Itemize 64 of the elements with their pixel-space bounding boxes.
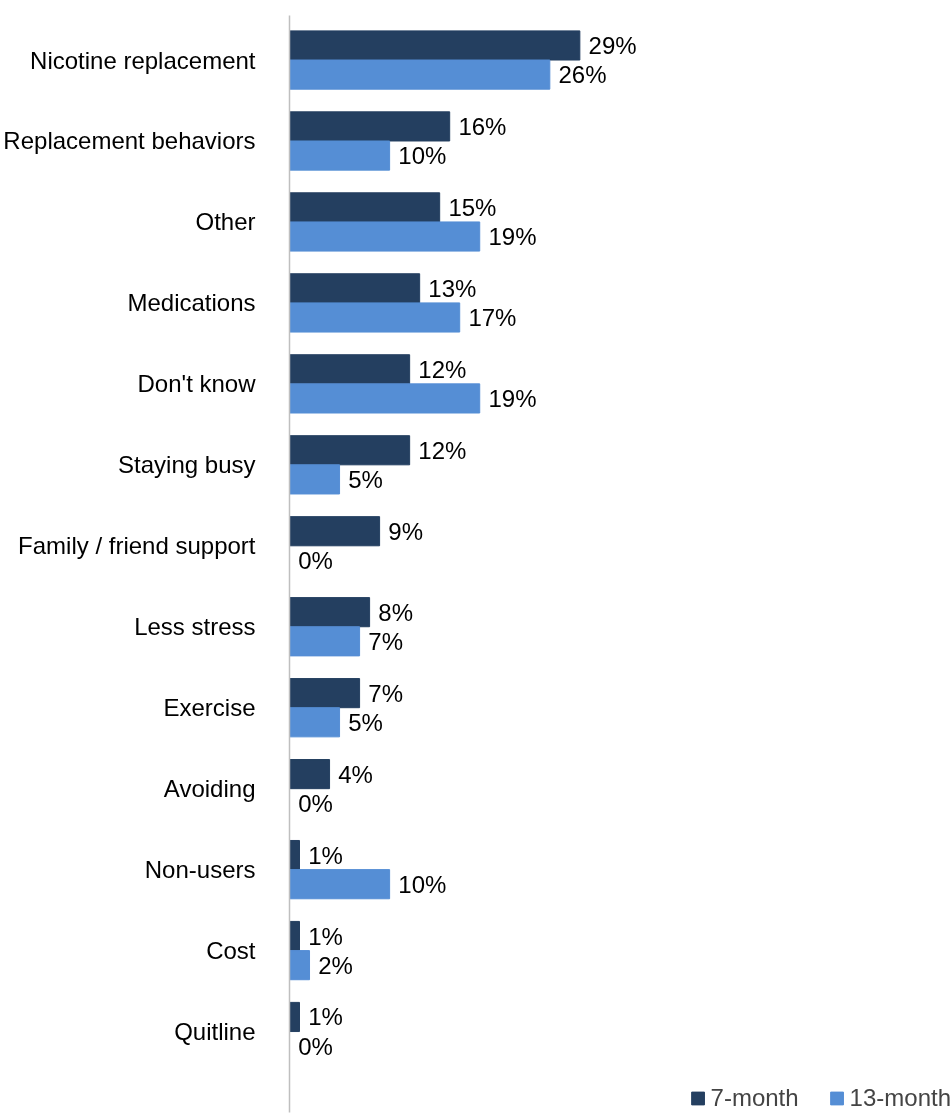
bar: [289, 30, 581, 61]
data-label: 10%: [398, 142, 447, 170]
bar: [289, 626, 361, 657]
data-label: 2%: [318, 951, 353, 979]
data-label: 12%: [418, 436, 467, 464]
bar: [289, 516, 381, 547]
data-label: 9%: [388, 517, 424, 545]
data-label: 7%: [368, 679, 403, 707]
bar: [289, 59, 551, 90]
y-tick-label: Less stress: [134, 613, 256, 641]
y-tick-label: Non-users: [144, 856, 256, 884]
bar: [289, 707, 341, 738]
bar: [289, 383, 481, 414]
bar: [289, 950, 311, 981]
y-tick-label: Family / friend support: [18, 532, 256, 560]
y-tick-label: Quitline: [174, 1018, 256, 1046]
data-label: 15%: [448, 193, 497, 221]
legend-label: 13-month: [849, 1084, 951, 1112]
data-label: 0%: [298, 546, 333, 574]
y-tick-label: Replacement behaviors: [3, 127, 256, 155]
y-tick-label: Cost: [206, 937, 256, 965]
data-label: 29%: [588, 31, 637, 59]
y-tick-label: Don't know: [137, 370, 257, 398]
data-label: 0%: [298, 1032, 333, 1060]
y-tick-label: Medications: [127, 289, 256, 317]
bar: [289, 302, 461, 333]
bar: [289, 221, 481, 252]
y-tick-label: Other: [195, 208, 256, 236]
data-label: 13%: [428, 274, 477, 302]
y-tick-label: Avoiding: [163, 775, 256, 803]
data-label: 8%: [378, 598, 413, 626]
data-label: 0%: [298, 789, 333, 817]
data-label: 7%: [368, 627, 403, 655]
bar: [289, 192, 441, 223]
data-label: 1%: [308, 922, 343, 950]
bar: [289, 1001, 301, 1033]
data-label: 10%: [398, 870, 447, 898]
data-label: 19%: [488, 384, 537, 412]
bar: [289, 273, 421, 304]
data-label: 17%: [468, 303, 517, 331]
bar: [289, 869, 391, 900]
bar: [289, 759, 331, 790]
data-label: 1%: [308, 1003, 343, 1031]
bar: [289, 140, 391, 171]
data-label: 5%: [348, 465, 383, 493]
bar: [289, 111, 451, 142]
data-label: 12%: [418, 355, 467, 383]
y-tick-label: Nicotine replacement: [30, 46, 256, 74]
bar: [289, 839, 301, 871]
bar: [289, 678, 361, 709]
y-tick-label: Exercise: [163, 694, 256, 722]
legend-label: 7-month: [710, 1084, 799, 1112]
bar: [289, 435, 411, 466]
data-label: 1%: [308, 841, 343, 869]
bar: [289, 354, 411, 385]
y-tick-label: Staying busy: [118, 451, 256, 479]
data-label: 26%: [558, 61, 607, 89]
data-label: 5%: [348, 708, 383, 736]
data-label: 19%: [488, 223, 537, 251]
data-label: 16%: [458, 112, 507, 140]
data-label: 4%: [338, 760, 373, 788]
bar: [289, 920, 301, 952]
bar: [289, 597, 371, 628]
bar: [289, 464, 341, 495]
